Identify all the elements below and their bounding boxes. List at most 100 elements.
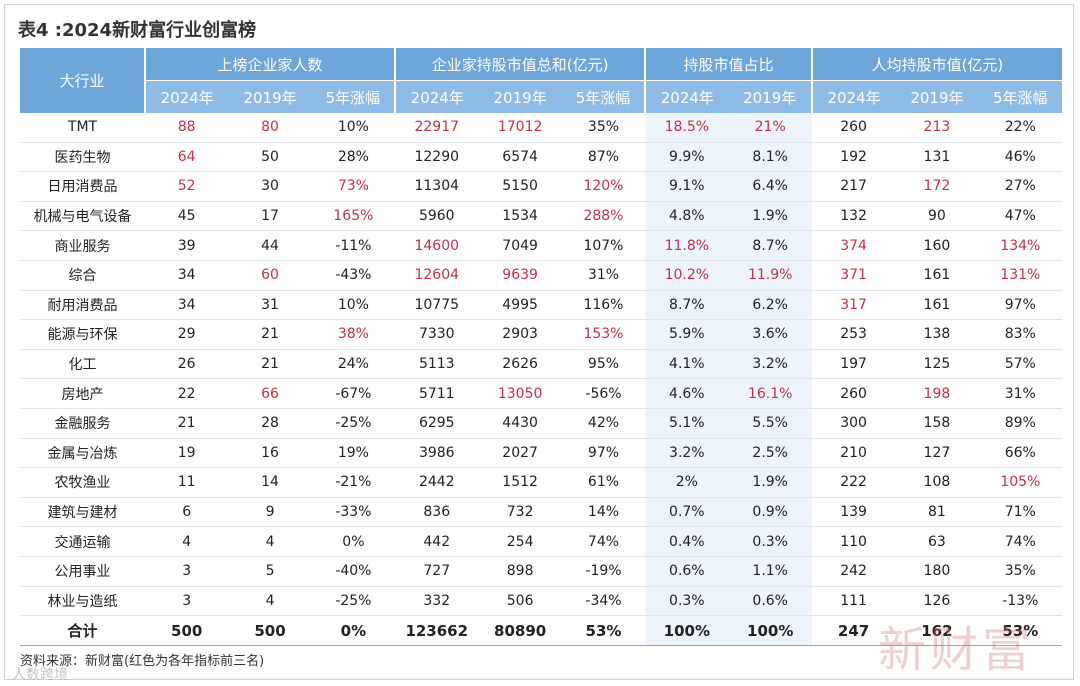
cell: 300: [811, 408, 896, 439]
cell: -11%: [311, 230, 396, 261]
cell: 317: [811, 290, 896, 321]
cell: -56%: [561, 378, 646, 409]
group-header: 上榜企业家人数: [143, 48, 396, 81]
cell: 83%: [978, 319, 1062, 350]
row-label: 综合: [20, 260, 145, 291]
cell: 12290: [395, 142, 479, 173]
cell: 57%: [978, 349, 1062, 380]
cell: 4: [145, 526, 229, 557]
table: 大行业 上榜企业家人数 企业家持股市值总和(亿元) 持股市值占比 人均持股市值(亿元) 2…: [20, 48, 1062, 647]
cell: 242: [811, 556, 896, 587]
row-label: 日用消费品: [20, 171, 145, 202]
cell: 52: [145, 171, 229, 202]
row-label: 房地产: [20, 378, 145, 409]
source-note: 资料来源：新财富(红色为各年指标前三名): [20, 654, 265, 669]
cell: 27%: [978, 171, 1062, 202]
cell: 260: [811, 378, 896, 409]
title: 表4 :2024新财富行业创富榜: [18, 20, 257, 41]
row-label: 交通运输: [20, 526, 145, 557]
row-label: 化工: [20, 349, 145, 380]
cell: 14600: [395, 230, 479, 261]
cell: 24%: [311, 349, 396, 380]
cell: 19: [145, 438, 229, 469]
cell: 197: [811, 349, 896, 380]
subheader-row: 2024年 2019年 5年涨幅 2024年 2019年 5年涨幅 2024年 2019年 20…: [20, 80, 1062, 113]
cell: 100%: [645, 615, 729, 647]
cell: 16.1%: [728, 378, 812, 409]
cell: 7330: [395, 319, 479, 350]
row-label: 耐用消费品: [20, 290, 145, 321]
table-row: 农牧渔业 11 14 -21% 2442 1512 61% 2% 1.9% 222 108 105%: [20, 467, 1062, 498]
cell: 1.9%: [728, 201, 812, 232]
cell: 53%: [978, 615, 1062, 647]
cell: 42%: [561, 408, 646, 439]
cell: 0.9%: [728, 497, 812, 528]
cell: 1.1%: [728, 556, 812, 587]
cell: 87%: [561, 142, 646, 173]
cell: 222: [811, 467, 896, 498]
cell: 120%: [561, 171, 646, 202]
cell: 73%: [311, 171, 396, 202]
cell: 374: [811, 230, 896, 261]
cell: 11304: [395, 171, 479, 202]
cell: 500: [228, 615, 312, 647]
cell: 198: [895, 378, 979, 409]
cell: 3.6%: [728, 319, 812, 350]
cell: 5.1%: [645, 408, 729, 439]
table-row: 公用事业 3 5 -40% 727 898 -19% 0.6% 1.1% 242 180 35%: [20, 556, 1062, 587]
cell: 71%: [978, 497, 1062, 528]
cell: 17012: [478, 113, 562, 143]
subheader: 2019年: [895, 80, 979, 113]
cell: 31%: [978, 378, 1062, 409]
cell: 131: [895, 142, 979, 173]
cell: 10775: [395, 290, 479, 321]
group-header: 持股市值占比: [644, 48, 812, 81]
cell: 2626: [478, 349, 562, 380]
cell: -25%: [311, 586, 396, 617]
cell: 35%: [978, 556, 1062, 587]
cell: 22%: [978, 113, 1062, 143]
cell: 53%: [561, 615, 646, 647]
watermark: 新财富: [878, 622, 1035, 678]
cell: 727: [395, 556, 479, 587]
cell: 108: [895, 467, 979, 498]
cell: 45: [145, 201, 229, 232]
table-row: 金融服务 21 28 -25% 6295 4430 42% 5.1% 5.5% 300 158 89%: [20, 408, 1062, 439]
cell: 11.9%: [728, 260, 812, 291]
cell: 13050: [478, 378, 562, 409]
cell: 21: [228, 319, 312, 350]
cell: 63: [895, 526, 979, 557]
cell: 47%: [978, 201, 1062, 232]
table-row: 金属与冶炼 19 16 19% 3986 2027 97% 3.2% 2.5% 210 127 66%: [20, 438, 1062, 469]
subheader: 2024年: [644, 80, 729, 113]
table-row: 房地产 22 66 -67% 5711 13050 -56% 4.6% 16.1% 260 198 3…: [20, 378, 1062, 409]
cell: 4430: [478, 408, 562, 439]
group-header: 企业家持股市值总和(亿元): [394, 48, 646, 81]
cell: -21%: [311, 467, 396, 498]
table-row: 林业与造纸 3 4 -25% 332 506 -34% 0.3% 0.6% 111 126 -13%: [20, 586, 1062, 617]
cell: 4.6%: [645, 378, 729, 409]
cell: 5960: [395, 201, 479, 232]
subheader: 2019年: [228, 80, 312, 113]
cell: 6: [145, 497, 229, 528]
cell: 254: [478, 526, 562, 557]
cell: 19%: [311, 438, 396, 469]
cell: 260: [811, 113, 896, 143]
subheader: 5年涨幅: [311, 80, 396, 113]
cell: 4: [228, 586, 312, 617]
cell: -43%: [311, 260, 396, 291]
table-row: 机械与电气设备 45 17 165% 5960 1534 288% 4.8% 1.9% 132 90…: [20, 201, 1062, 232]
cell: 5150: [478, 171, 562, 202]
cell: 74%: [978, 526, 1062, 557]
table-row: 日用消费品 52 30 73% 11304 5150 120% 9.1% 6.4% 217 172 2…: [20, 171, 1062, 202]
group-header: 人均持股市值(亿元): [810, 48, 1062, 81]
cell: 17: [228, 201, 312, 232]
cell: 31%: [561, 260, 646, 291]
cell: 0%: [311, 526, 396, 557]
cell: 116%: [561, 290, 646, 321]
cell: 74%: [561, 526, 646, 557]
cell: 836: [395, 497, 479, 528]
cell: 34: [145, 260, 229, 291]
cell: 126: [895, 586, 979, 617]
